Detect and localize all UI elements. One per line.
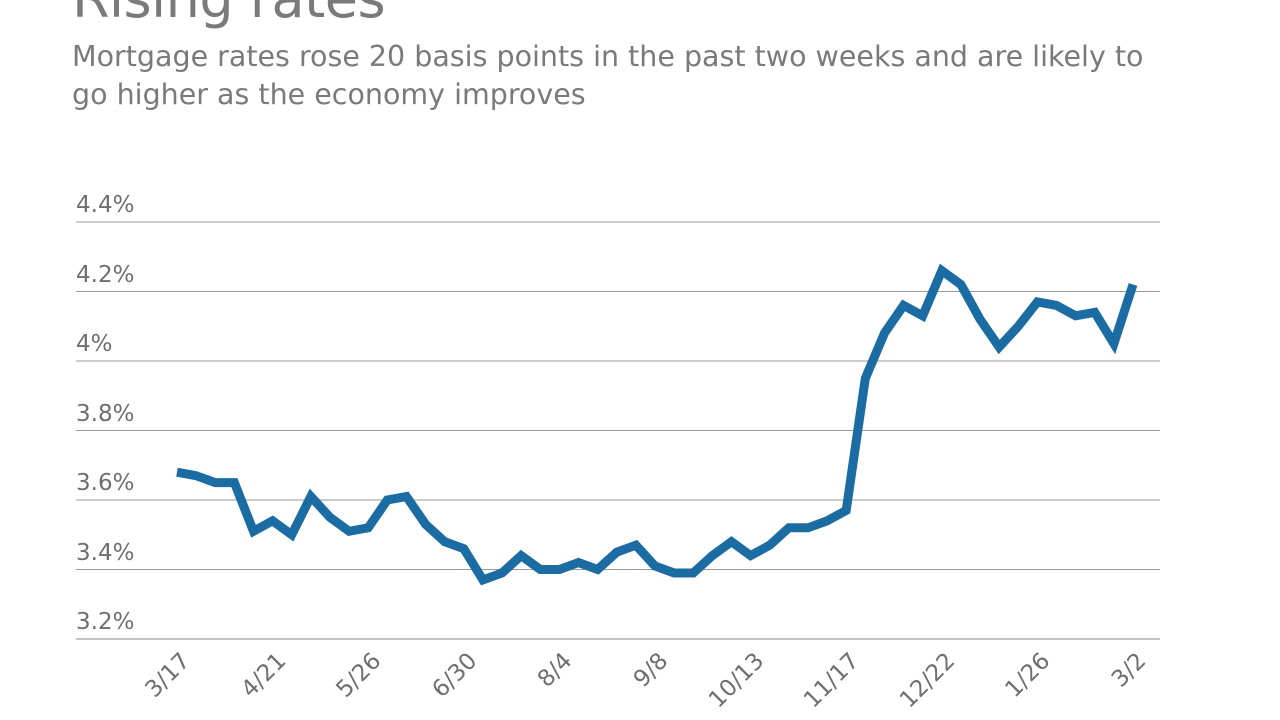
- y-axis-tick-label: 4.4%: [76, 192, 135, 218]
- data-series-group: [176, 263, 1138, 586]
- data-line-mortgage-rate: [176, 263, 1138, 586]
- y-axis-tick-label: 4.2%: [76, 261, 135, 288]
- gridlines-group: [76, 221, 1160, 640]
- y-axis-tick-label: 3.8%: [76, 400, 135, 427]
- y-axis-tick-label: 4%: [76, 331, 113, 357]
- y-axis-tick-label: 3.6%: [76, 470, 135, 496]
- chart-subtitle: Mortgage rates rose 20 basis points in t…: [72, 40, 1144, 111]
- y-axis-tick-label: 3.4%: [76, 539, 135, 566]
- chart-header: Rising rates Mortgage rates rose 20 basi…: [72, 0, 1192, 114]
- y-axis-tick-label: 3.2%: [76, 609, 135, 635]
- page-title: Rising rates: [72, 0, 1192, 26]
